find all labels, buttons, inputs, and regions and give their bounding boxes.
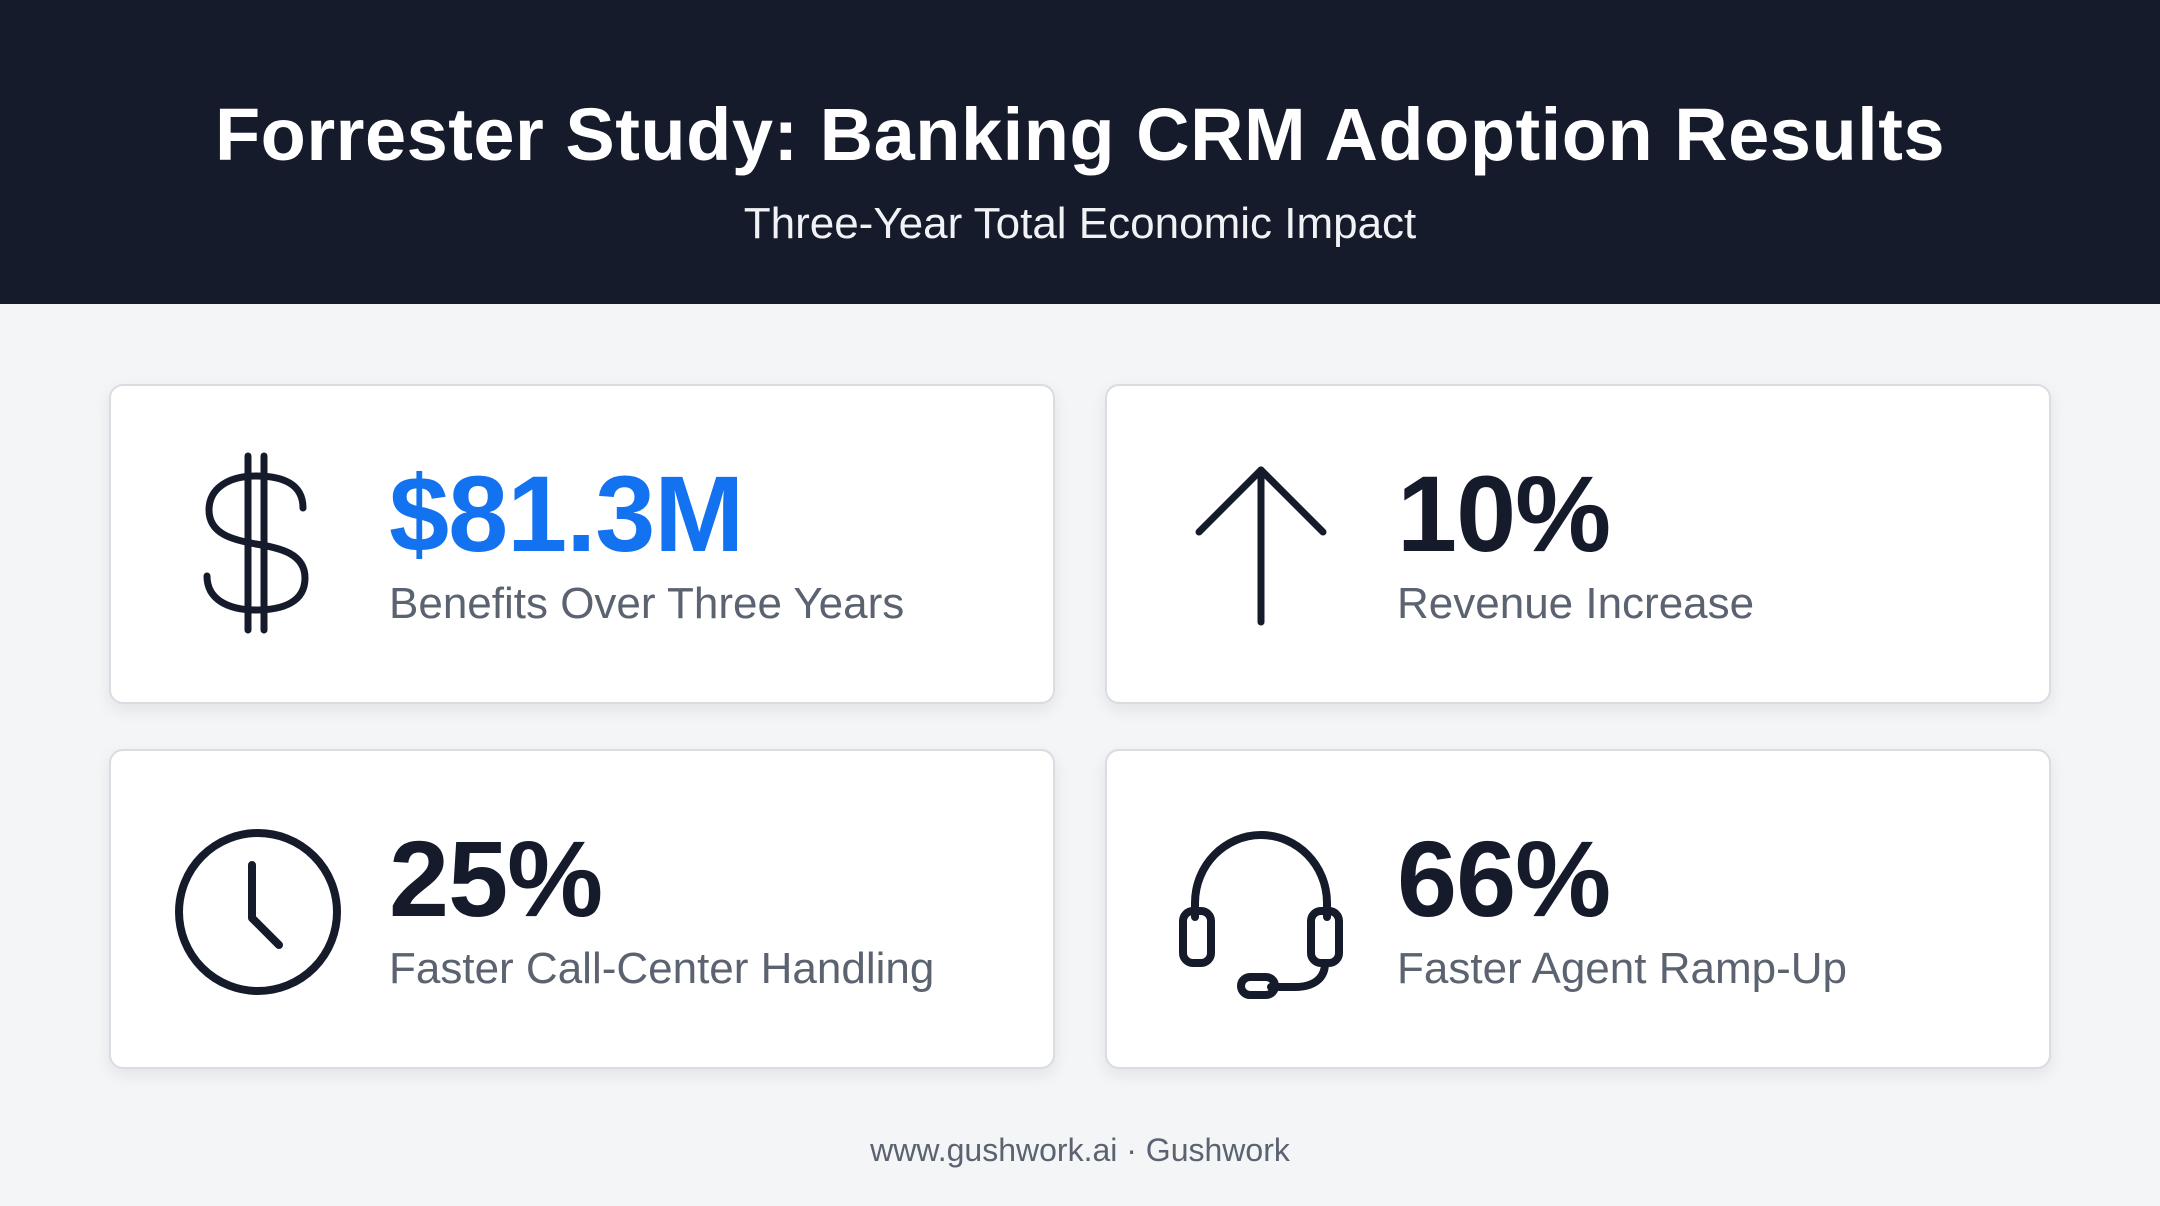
arrow-up-icon — [1193, 462, 1329, 628]
stat-value: 66% — [1397, 818, 1611, 939]
stat-value: 10% — [1397, 453, 1611, 574]
stat-card-agent-rampup: 66% Faster Agent Ramp-Up — [1105, 749, 2051, 1069]
stat-label: Revenue Increase — [1397, 579, 1755, 628]
page-subtitle: Three-Year Total Economic Impact — [743, 199, 1417, 248]
stat-card-call-center: 25% Faster Call-Center Handling — [109, 749, 1055, 1069]
footer-credit: www.gushwork.ai · Gushwork — [870, 1132, 1290, 1168]
stat-card-benefits: $81.3M Benefits Over Three Years — [109, 384, 1055, 704]
stat-label: Faster Agent Ramp-Up — [1397, 944, 1847, 993]
page-title: Forrester Study: Banking CRM Adoption Re… — [214, 93, 1946, 176]
stat-card-revenue: 10% Revenue Increase — [1105, 384, 2051, 704]
clock-icon — [173, 827, 343, 997]
stat-label: Benefits Over Three Years — [389, 579, 905, 628]
stat-value: 25% — [389, 818, 603, 939]
stat-label: Faster Call-Center Handling — [389, 944, 935, 993]
header-banner: Forrester Study: Banking CRM Adoption Re… — [0, 0, 2160, 304]
dollar-icon — [191, 450, 321, 636]
stat-value: $81.3M — [389, 453, 744, 574]
headset-icon — [1177, 827, 1345, 999]
